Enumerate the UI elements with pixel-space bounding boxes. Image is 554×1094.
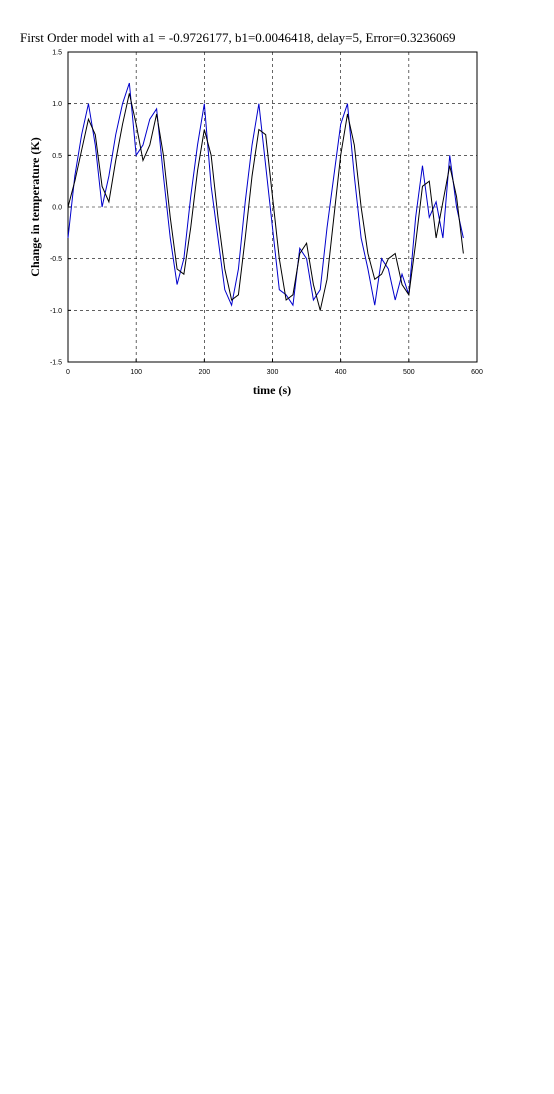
y-tick-label: 1.5: [52, 50, 62, 57]
y-tick-label: -1.0: [50, 308, 62, 315]
x-tick-label: 200: [198, 369, 210, 376]
data-line: [67, 93, 464, 311]
chart-title: First Order model with a1 = -0.9726177, …: [20, 30, 456, 45]
data-line: [67, 82, 464, 307]
y-axis-label: Change in temperature (K): [28, 137, 42, 276]
x-axis-label: time (s): [253, 383, 291, 397]
y-tick-label: -1.5: [50, 360, 62, 367]
y-tick-label: -0.5: [50, 256, 62, 263]
y-tick-label: 1.0: [52, 101, 62, 108]
x-tick-label: 400: [335, 369, 347, 376]
y-tick-label: 0.0: [52, 205, 62, 212]
x-tick-label: 500: [403, 369, 415, 376]
x-tick-label: 300: [267, 369, 279, 376]
x-tick-label: 100: [130, 369, 142, 376]
x-tick-label: 0: [66, 369, 70, 376]
y-tick-label: 0.5: [52, 153, 62, 160]
x-tick-label: 600: [471, 369, 483, 376]
